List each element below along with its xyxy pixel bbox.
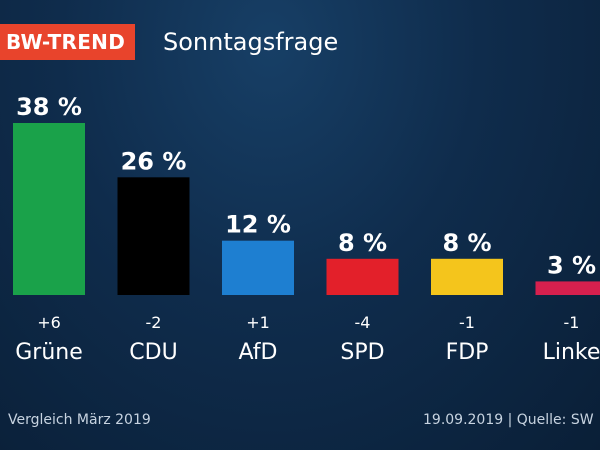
bar-grüne xyxy=(13,123,85,295)
change-label: -1 xyxy=(459,313,475,332)
bar-spd xyxy=(326,258,399,295)
category-label: SPD xyxy=(340,340,384,365)
date-source: 19.09.2019 | Quelle: SW xyxy=(423,412,594,428)
change-label: -4 xyxy=(355,313,371,332)
value-label: 8 % xyxy=(442,229,491,257)
change-label: +1 xyxy=(246,313,270,332)
category-label: AfD xyxy=(239,340,278,365)
value-label: 38 % xyxy=(16,93,82,121)
chart-title: Sonntagsfrage xyxy=(163,28,339,56)
value-label: 12 % xyxy=(225,211,291,239)
change-label: +6 xyxy=(37,313,61,332)
bar-fdp xyxy=(431,258,503,295)
bar-linke xyxy=(535,281,600,295)
category-label: Grüne xyxy=(15,340,83,365)
change-label: -1 xyxy=(564,313,580,332)
category-label: FDP xyxy=(446,340,489,365)
comparison-note: Vergleich März 2019 xyxy=(8,412,151,428)
value-label: 3 % xyxy=(547,251,596,279)
value-label: 8 % xyxy=(338,229,387,257)
category-label: Linke xyxy=(543,340,600,365)
value-label: 26 % xyxy=(121,147,187,175)
bar-afd xyxy=(222,240,294,295)
brand-badge: BW-TREND xyxy=(0,24,136,60)
category-label: CDU xyxy=(129,340,177,365)
change-label: -2 xyxy=(146,313,162,332)
bar-cdu xyxy=(117,177,190,295)
